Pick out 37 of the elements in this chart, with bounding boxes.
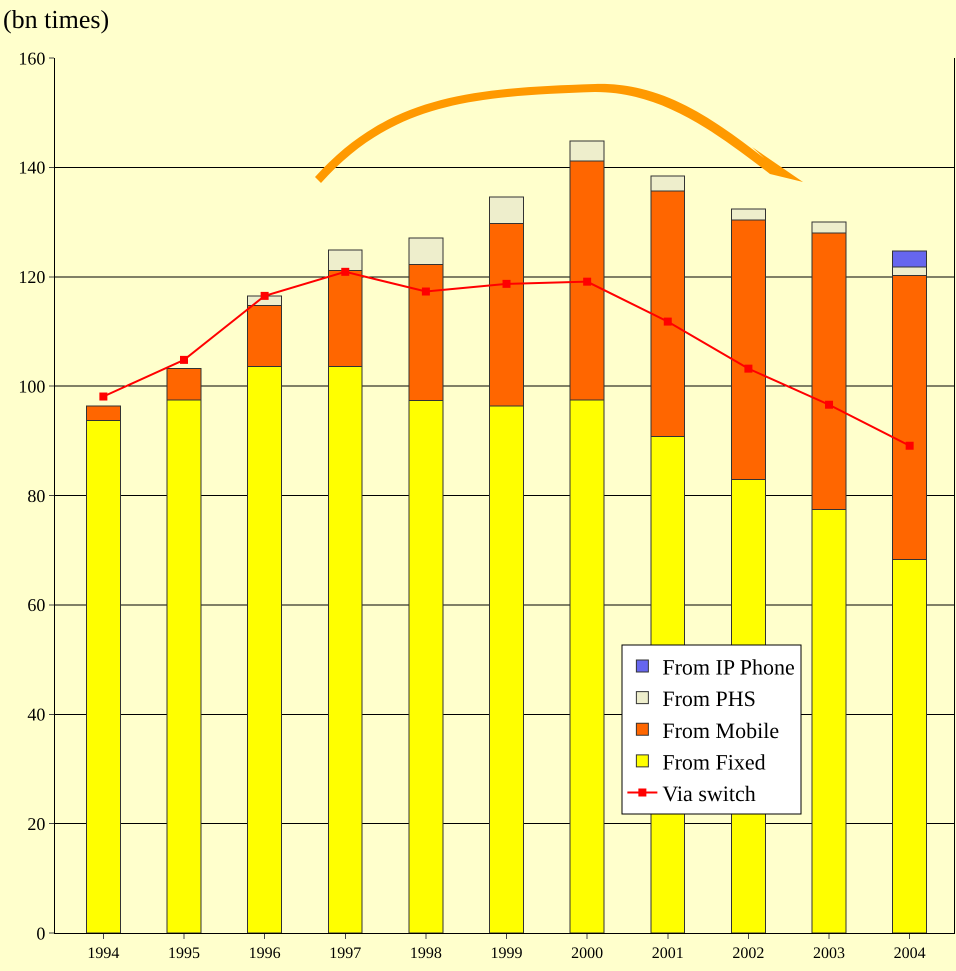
point bbox=[744, 364, 752, 373]
x-tick-label: 1995 bbox=[168, 945, 200, 962]
y-tick-label: 40 bbox=[27, 704, 46, 725]
point bbox=[260, 292, 269, 300]
x-tick-label: 1999 bbox=[490, 945, 523, 962]
point bbox=[583, 278, 592, 286]
y-tick-label: 60 bbox=[27, 595, 46, 616]
x-tick-label: 2003 bbox=[813, 945, 846, 962]
point bbox=[422, 288, 430, 296]
y-tick-label: 100 bbox=[18, 376, 46, 396]
legend-label: From Fixed bbox=[662, 749, 766, 774]
x-tick-label: 1997 bbox=[329, 945, 362, 962]
legend-label: From IP Phone bbox=[662, 654, 795, 680]
point bbox=[341, 268, 350, 276]
point bbox=[180, 356, 188, 364]
y-tick-label: 160 bbox=[18, 48, 46, 68]
x-tick-label: 2004 bbox=[894, 945, 926, 962]
x-tick-label: 1998 bbox=[410, 945, 442, 962]
y-tick-label: 0 bbox=[36, 923, 46, 944]
y-tick-label: 140 bbox=[18, 158, 46, 178]
x-tick-label: 2000 bbox=[571, 945, 604, 962]
point bbox=[99, 392, 108, 401]
legend-label: Via switch bbox=[662, 781, 756, 806]
x-tick-label: 2001 bbox=[652, 945, 684, 962]
point bbox=[502, 280, 511, 288]
y-tick-label: 80 bbox=[27, 486, 46, 506]
x-tick-label: 1996 bbox=[248, 945, 281, 962]
legend-label: From PHS bbox=[662, 686, 756, 712]
point bbox=[825, 400, 834, 409]
y-tick-label: 20 bbox=[27, 814, 46, 834]
y-axis-title: (bn times) bbox=[3, 5, 110, 34]
x-tick-label: 2002 bbox=[732, 945, 764, 962]
point bbox=[906, 442, 914, 450]
x-tick-label: 1994 bbox=[87, 945, 120, 962]
legend-label: From Mobile bbox=[662, 718, 780, 743]
point bbox=[664, 318, 672, 326]
y-tick-label: 120 bbox=[18, 267, 46, 288]
